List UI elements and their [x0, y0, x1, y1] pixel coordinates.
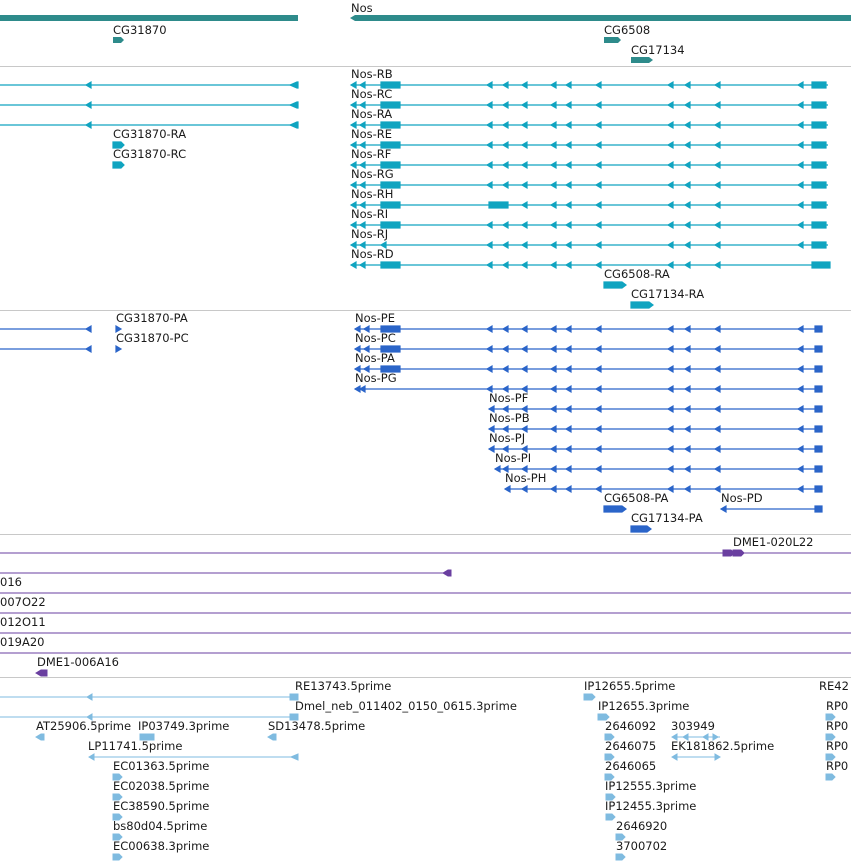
clone-label-007o22[interactable]: 007O22 — [0, 595, 46, 609]
transcript-label-cg31870-ra[interactable]: CG31870-RA — [113, 127, 186, 141]
protein-label-cg17134-pa[interactable]: CG17134-PA — [631, 511, 703, 525]
est-label-ip12655-5[interactable]: IP12655.5prime — [584, 679, 675, 693]
protein-label-nos-pc[interactable]: Nos-PC — [355, 331, 396, 345]
transcripts-panel: CG31870-RA CG31870-RC — [0, 67, 831, 309]
protein-label-nos-pe[interactable]: Nos-PE — [355, 311, 395, 325]
gene-bar-cg31870[interactable] — [0, 15, 298, 21]
transcript-label-nos-rd[interactable]: Nos-RD — [351, 247, 394, 261]
transcript-label-nos-rf[interactable]: Nos-RF — [351, 147, 391, 161]
est-label-2646920[interactable]: 2646920 — [616, 819, 667, 833]
clone-label-012o11[interactable]: 012O11 — [0, 615, 46, 629]
gene-label-cg31870[interactable]: CG31870 — [113, 23, 167, 37]
est-label-ek181862[interactable]: EK181862.5prime — [671, 739, 774, 753]
protein-label-cg31870-pc[interactable]: CG31870-PC — [116, 331, 189, 345]
est-label-2646092[interactable]: 2646092 — [605, 719, 656, 733]
est-label-rp0-c[interactable]: RP0 — [826, 739, 848, 753]
protein-label-cg6508-pa[interactable]: CG6508-PA — [604, 491, 669, 505]
transcript-label-cg6508-ra[interactable]: CG6508-RA — [604, 267, 670, 281]
est-label-ec01363[interactable]: EC01363.5prime — [113, 759, 209, 773]
gene-bar-nos[interactable] — [350, 15, 851, 21]
ests-panel: RE13743.5prime Dmel_neb_011402_0150_0615… — [0, 679, 849, 861]
est-lines[interactable] — [0, 693, 836, 861]
est-label-ip12455[interactable]: IP12455.3prime — [605, 799, 696, 813]
transcript-label-nos-ra[interactable]: Nos-RA — [351, 107, 392, 121]
protein-lines[interactable] — [0, 324, 823, 533]
protein-label-nos-pi[interactable]: Nos-PI — [495, 451, 531, 465]
protein-label-nos-pf[interactable]: Nos-PF — [489, 391, 528, 405]
transcript-label-nos-rb[interactable]: Nos-RB — [351, 67, 393, 81]
protein-label-nos-pg[interactable]: Nos-PG — [355, 371, 397, 385]
genes-panel: Nos CG31870 CG6508 CG17134 — [0, 1, 851, 63]
gene-bar-cg31870-small[interactable] — [113, 37, 124, 43]
clones-panel: DME1-020L22 016 007O22 012O11 019A20 DME… — [0, 535, 851, 677]
est-label-303949[interactable]: 303949 — [671, 719, 715, 733]
est-label-rp0-b[interactable]: RP0 — [826, 719, 848, 733]
transcript-label-nos-rj[interactable]: Nos-RJ — [351, 227, 388, 241]
est-label-2646075[interactable]: 2646075 — [605, 739, 656, 753]
est-label-3700702[interactable]: 3700702 — [616, 839, 667, 853]
clone-label-019a20[interactable]: 019A20 — [0, 635, 44, 649]
est-label-at25906[interactable]: AT25906.5prime — [36, 719, 131, 733]
protein-label-nos-pd[interactable]: Nos-PD — [721, 491, 763, 505]
est-label-ec02038[interactable]: EC02038.5prime — [113, 779, 209, 793]
panel-separators — [0, 66, 851, 678]
est-label-rp0-d[interactable]: RP0 — [826, 759, 848, 773]
transcript-label-nos-ri[interactable]: Nos-RI — [351, 207, 388, 221]
est-label-ec38590[interactable]: EC38590.5prime — [113, 799, 209, 813]
protein-label-nos-pb[interactable]: Nos-PB — [489, 411, 530, 425]
clone-label-dme1-020l22[interactable]: DME1-020L22 — [733, 535, 814, 549]
transcript-label-cg31870-rc[interactable]: CG31870-RC — [113, 147, 186, 161]
protein-label-nos-ph[interactable]: Nos-PH — [505, 471, 546, 485]
gene-label-nos[interactable]: Nos — [351, 1, 373, 15]
est-label-bs80d04[interactable]: bs80d04.5prime — [113, 819, 207, 833]
gene-label-cg6508[interactable]: CG6508 — [604, 23, 650, 37]
transcript-label-nos-rg[interactable]: Nos-RG — [351, 167, 394, 181]
est-label-2646065[interactable]: 2646065 — [605, 759, 656, 773]
est-label-lp11741[interactable]: LP11741.5prime — [88, 739, 182, 753]
clone-lines[interactable] — [0, 549, 851, 677]
cg31870-transcript-lines[interactable] — [0, 80, 299, 169]
proteins-panel: CG31870-PA CG31870-PC Nos-PE Nos-PC Nos-… — [0, 311, 823, 533]
protein-label-nos-pa[interactable]: Nos-PA — [355, 351, 395, 365]
gene-bar-cg6508[interactable] — [604, 37, 621, 43]
transcript-label-nos-rc[interactable]: Nos-RC — [351, 87, 392, 101]
est-label-re13743[interactable]: RE13743.5prime — [295, 679, 391, 693]
est-label-ip03749[interactable]: IP03749.3prime — [138, 719, 229, 733]
transcript-label-nos-rh[interactable]: Nos-RH — [351, 187, 393, 201]
est-label-rp0-a[interactable]: RP0 — [826, 699, 848, 713]
protein-label-nos-pj[interactable]: Nos-PJ — [489, 431, 525, 445]
est-label-ip12555[interactable]: IP12555.3prime — [605, 779, 696, 793]
protein-label-cg31870-pa[interactable]: CG31870-PA — [116, 311, 188, 325]
est-label-ec00638[interactable]: EC00638.3prime — [113, 839, 209, 853]
gene-label-cg17134[interactable]: CG17134 — [631, 43, 685, 57]
est-label-dmel-neb[interactable]: Dmel_neb_011402_0150_0615.3prime — [295, 699, 517, 713]
clone-label-016[interactable]: 016 — [0, 575, 22, 589]
transcript-label-cg17134-ra[interactable]: CG17134-RA — [631, 287, 704, 301]
est-label-ip12655-3[interactable]: IP12655.3prime — [598, 699, 689, 713]
clone-label-dme1-006a16[interactable]: DME1-006A16 — [37, 655, 119, 669]
est-label-re42[interactable]: RE42 — [819, 679, 849, 693]
nos-transcript-lines[interactable] — [349, 80, 831, 309]
est-label-sd13478[interactable]: SD13478.5prime — [268, 719, 365, 733]
gene-bar-cg17134[interactable] — [631, 57, 653, 63]
transcript-label-nos-re[interactable]: Nos-RE — [351, 127, 392, 141]
